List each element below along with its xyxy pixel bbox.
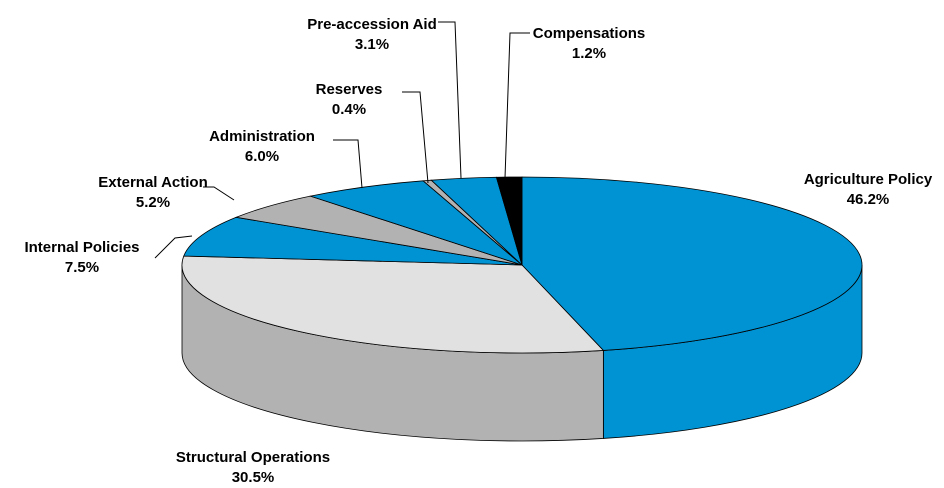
leader-line [333, 139, 363, 189]
slice [181, 255, 605, 354]
value-label: 6.0% [245, 148, 279, 165]
category-label: Administration [209, 128, 315, 145]
category-label: External Action [98, 174, 207, 191]
leader-line [154, 235, 193, 259]
slice [183, 216, 523, 266]
slice [521, 176, 863, 351]
category-label: Internal Policies [24, 239, 139, 256]
category-label: Agriculture Policy [804, 171, 933, 188]
value-label: 1.2% [572, 45, 606, 62]
category-label: Structural Operations [176, 449, 330, 466]
leader-line [438, 21, 462, 179]
value-label: 0.4% [332, 101, 366, 118]
value-label: 30.5% [232, 469, 275, 486]
leader-line [402, 91, 429, 184]
leader-line [504, 32, 530, 179]
leader-line [203, 186, 235, 201]
category-label: Reserves [316, 81, 383, 98]
category-label: Compensations [533, 25, 646, 42]
slice [308, 180, 523, 266]
slice [495, 176, 523, 266]
value-label: 7.5% [65, 259, 99, 276]
value-label: 5.2% [136, 194, 170, 211]
category-label: Pre-accession Aid [307, 16, 437, 33]
value-label: 46.2% [847, 191, 890, 208]
value-label: 3.1% [355, 36, 389, 53]
